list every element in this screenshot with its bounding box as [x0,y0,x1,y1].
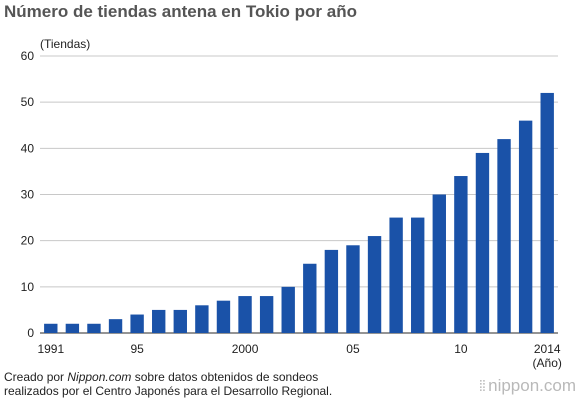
brand-text: nippon.com [488,376,576,395]
x-tick-label: 2014 [534,342,561,356]
bar-2001 [259,296,274,333]
bar-2006 [367,236,382,333]
bar-1994 [108,319,123,333]
y-tick-label: 30 [21,188,35,202]
source-line-2: realizados por el Centro Japonés para el… [4,384,333,398]
y-tick-label: 60 [21,49,35,63]
bar-2008 [411,217,425,333]
bar-1997 [173,309,187,333]
bar-2014 [540,92,554,333]
bar-2005 [346,245,360,333]
x-tick-label: 95 [130,342,144,356]
bar-1999 [216,300,231,333]
x-tick-label: 1991 [37,342,64,356]
source-suffix: sobre datos obtenidos de sondeos [131,370,319,384]
bar-1991 [44,323,58,333]
dots-logo-icon: ⁞⁞ [478,377,486,395]
chart-title: Número de tiendas antena en Tokio por añ… [4,2,357,21]
x-tick-label: 2000 [232,342,259,356]
source-note: Creado por Nippon.com sobre datos obteni… [4,370,332,398]
bar-2000 [238,296,252,333]
x-tick-label: 05 [346,342,360,356]
bar-2010 [454,176,468,333]
y-tick-label: 20 [21,234,35,248]
bar-1992 [65,323,80,333]
bar-1993 [87,323,101,333]
x-tick-label: 10 [454,342,468,356]
nippon-logo: ⁞⁞ nippon.com [479,376,576,396]
bar-2002 [281,286,295,333]
source-prefix: Creado por [4,370,68,384]
y-unit-label: (Tiendas) [40,37,90,51]
bar-1998 [195,305,209,333]
bar-2013 [518,120,533,333]
y-tick-label: 0 [27,326,34,340]
source-brand: Nippon.com [67,370,132,384]
x-unit-label: (Año) [533,356,562,370]
bar-2004 [324,249,339,333]
bar-2003 [303,263,317,333]
y-tick-label: 50 [21,95,35,109]
y-tick-label: 40 [21,141,35,155]
bar-2009 [432,194,446,333]
bar-1996 [152,309,166,333]
bar-1995 [130,314,144,333]
bar-2007 [389,217,403,333]
bar-chart: (Tiendas) 0 10 20 30 40 50 60 1991 95 2000 05 10 2014… [21,37,562,370]
bar-2012 [497,139,511,333]
y-tick-label: 10 [21,280,35,294]
bar-2011 [475,152,490,333]
